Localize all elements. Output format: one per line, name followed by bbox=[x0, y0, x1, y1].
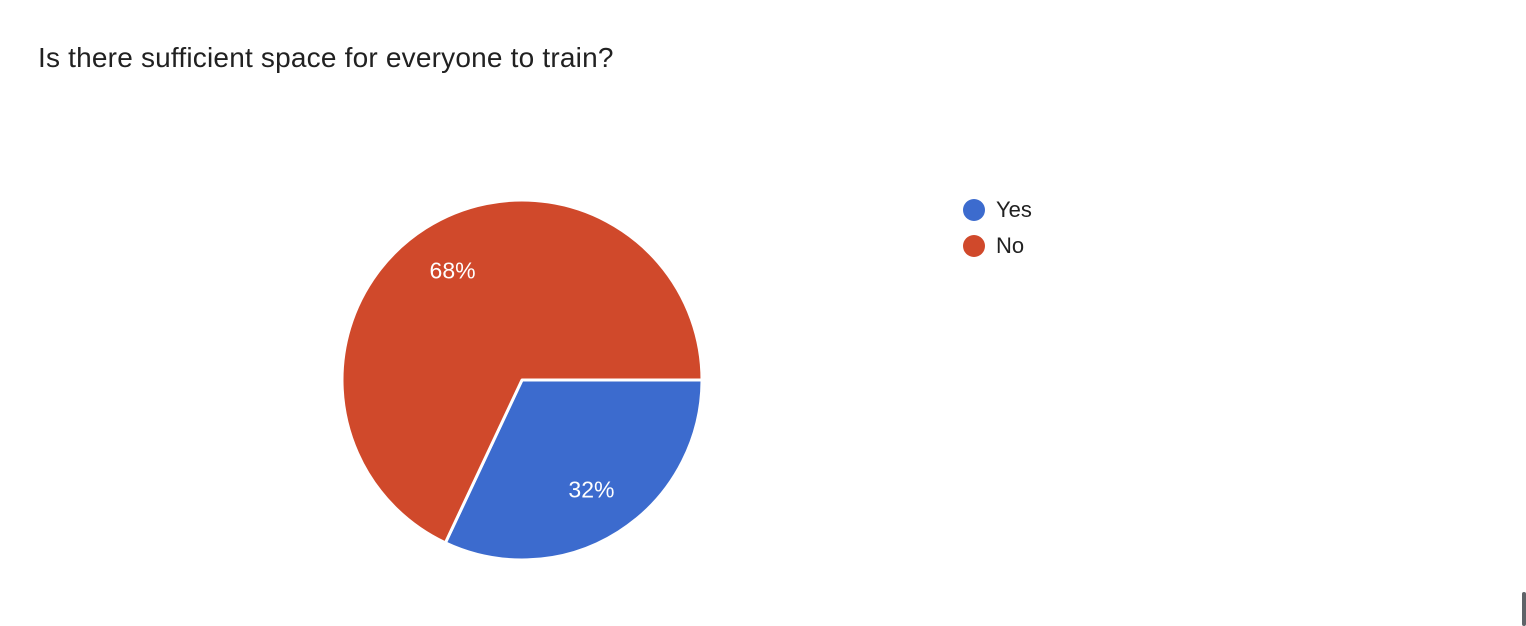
pie-svg: 32% 68% bbox=[340, 198, 704, 562]
pie-chart: 32% 68% bbox=[337, 195, 707, 565]
slice-label-no: 68% bbox=[430, 258, 476, 284]
legend-item-yes: Yes bbox=[963, 199, 1032, 221]
legend-swatch-yes bbox=[963, 199, 985, 221]
legend: Yes No bbox=[963, 199, 1032, 257]
legend-item-no: No bbox=[963, 235, 1032, 257]
pie-slice-yes bbox=[443, 378, 704, 562]
chart-title: Is there sufficient space for everyone t… bbox=[38, 42, 614, 73]
pie-slice-no bbox=[340, 198, 704, 545]
legend-label-no: No bbox=[996, 233, 1025, 258]
vertical-scrollbar-thumb[interactable] bbox=[1522, 592, 1526, 626]
legend-label-yes: Yes bbox=[996, 197, 1032, 222]
legend-swatch-no bbox=[963, 235, 985, 257]
slice-label-yes: 32% bbox=[568, 476, 614, 502]
